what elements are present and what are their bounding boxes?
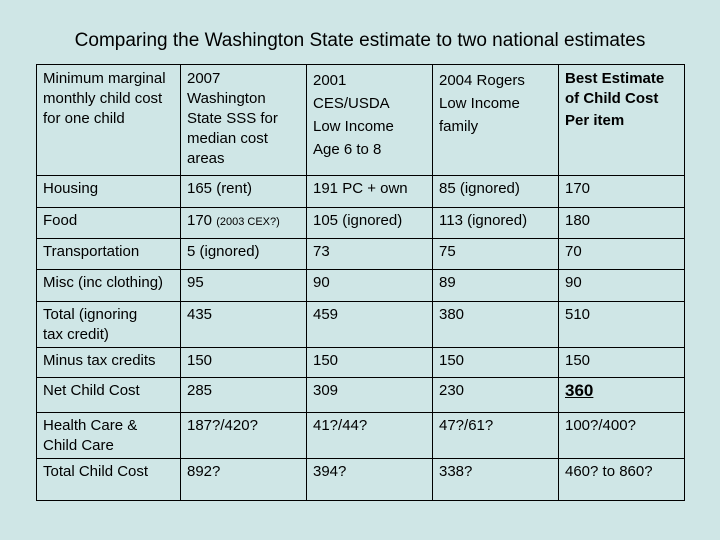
cell-ces-usda: 150 [306, 347, 433, 378]
cell-washington: 187?/420? [180, 412, 307, 459]
cell-best-estimate: 70 [558, 238, 685, 270]
row-label: Minus tax credits [36, 347, 181, 378]
row-label: Food [36, 207, 181, 239]
row-label-line: Health Care & [43, 417, 138, 434]
cell-best-estimate: 360 [558, 377, 685, 413]
row-label-line: Total (ignoring [43, 306, 138, 323]
cell-best-estimate: 150 [558, 347, 685, 378]
cell-rogers: 75 [432, 238, 559, 270]
header-cell-item: Minimum marginal monthly child cost for … [36, 64, 181, 176]
cell-ces-usda: 73 [306, 238, 433, 270]
cell-rogers: 47?/61? [432, 412, 559, 459]
table-row: Minus tax credits 150 150 150 150 [36, 347, 685, 378]
table-row: Health Care & Child Care 187?/420? 41?/4… [36, 412, 685, 459]
cell-rogers: 113 (ignored) [432, 207, 559, 239]
header-line: 2001 [313, 72, 347, 89]
row-label: Total (ignoring tax credit) [36, 301, 181, 348]
header-line: Washington [187, 90, 266, 107]
header-cell-rogers: 2004 Rogers Low Income family [432, 64, 559, 176]
cell-rogers: 230 [432, 377, 559, 413]
cell-rogers: 150 [432, 347, 559, 378]
header-line: 2007 [187, 70, 221, 87]
row-label: Health Care & Child Care [36, 412, 181, 459]
cell-best-estimate: 180 [558, 207, 685, 239]
cell-ces-usda: 90 [306, 269, 433, 302]
row-label: Net Child Cost [36, 377, 181, 413]
header-line: Best Estimate [565, 70, 665, 87]
cell-best-estimate: 90 [558, 269, 685, 302]
cell-ces-usda: 459 [306, 301, 433, 348]
cell-washington: 435 [180, 301, 307, 348]
cell-washington: 150 [180, 347, 307, 378]
row-label: Total Child Cost [36, 458, 181, 501]
header-line: Low Income [313, 118, 394, 135]
cell-ces-usda: 309 [306, 377, 433, 413]
slide-title: Comparing the Washington State estimate … [74, 30, 646, 51]
row-label: Housing [36, 175, 181, 208]
table-row: Misc (inc clothing) 95 90 89 90 [36, 269, 685, 302]
header-cell-best-estimate: Best Estimate of Child Cost Per item [558, 64, 685, 176]
header-row: Minimum marginal monthly child cost for … [36, 64, 685, 176]
header-line: monthly child cost [43, 90, 163, 107]
cell-washington: 170 (2003 CEX?) [180, 207, 307, 239]
cell-rogers: 89 [432, 269, 559, 302]
header-cell-washington: 2007 Washington State SSS for median cos… [180, 64, 307, 176]
row-label-line: Child Care [43, 437, 114, 454]
cell-best-estimate: 510 [558, 301, 685, 348]
cell-washington: 165 (rent) [180, 175, 307, 208]
cell-washington: 892? [180, 458, 307, 501]
cell-value: 170 [187, 212, 213, 229]
cell-washington: 95 [180, 269, 307, 302]
cell-washington: 5 (ignored) [180, 238, 307, 270]
header-line: for one child [43, 110, 125, 127]
header-cell-ces-usda: 2001 CES/USDA Low Income Age 6 to 8 [306, 64, 433, 176]
row-label-line: tax credit) [43, 326, 109, 343]
cell-ces-usda: 105 (ignored) [306, 207, 433, 239]
header-line: Per item [565, 112, 625, 129]
header-line: Minimum marginal [43, 70, 166, 87]
cell-best-estimate: 460? to 860? [558, 458, 685, 501]
header-line: of Child Cost [565, 90, 659, 107]
table-row: Net Child Cost 285 309 230 360 [36, 377, 685, 413]
table-row: Food 170 (2003 CEX?) 105 (ignored) 113 (… [36, 207, 685, 239]
row-label: Transportation [36, 238, 181, 270]
header-line: areas [187, 150, 225, 167]
header-line: State SSS for [187, 110, 278, 127]
cell-rogers: 85 (ignored) [432, 175, 559, 208]
table-row: Housing 165 (rent) 191 PC + own 85 (igno… [36, 175, 685, 208]
cell-best-estimate: 170 [558, 175, 685, 208]
cost-comparison-table: Minimum marginal monthly child cost for … [36, 64, 685, 501]
cell-rogers: 380 [432, 301, 559, 348]
header-line: 2004 Rogers [439, 72, 525, 89]
header-line: family [439, 118, 479, 135]
cell-washington: 285 [180, 377, 307, 413]
cell-ces-usda: 394? [306, 458, 433, 501]
header-line: Low Income [439, 95, 520, 112]
header-line: median cost [187, 130, 268, 147]
header-line: Age 6 to 8 [313, 141, 382, 158]
cell-ces-usda: 41?/44? [306, 412, 433, 459]
cell-rogers: 338? [432, 458, 559, 501]
header-line: CES/USDA [313, 95, 390, 112]
table-row: Total Child Cost 892? 394? 338? 460? to … [36, 458, 685, 501]
cell-note: (2003 CEX?) [216, 216, 280, 228]
cell-best-estimate: 100?/400? [558, 412, 685, 459]
row-label: Misc (inc clothing) [36, 269, 181, 302]
table-row: Transportation 5 (ignored) 73 75 70 [36, 238, 685, 270]
highlighted-net-cost: 360 [565, 381, 594, 400]
table-row: Total (ignoring tax credit) 435 459 380 … [36, 301, 685, 348]
cell-ces-usda: 191 PC + own [306, 175, 433, 208]
